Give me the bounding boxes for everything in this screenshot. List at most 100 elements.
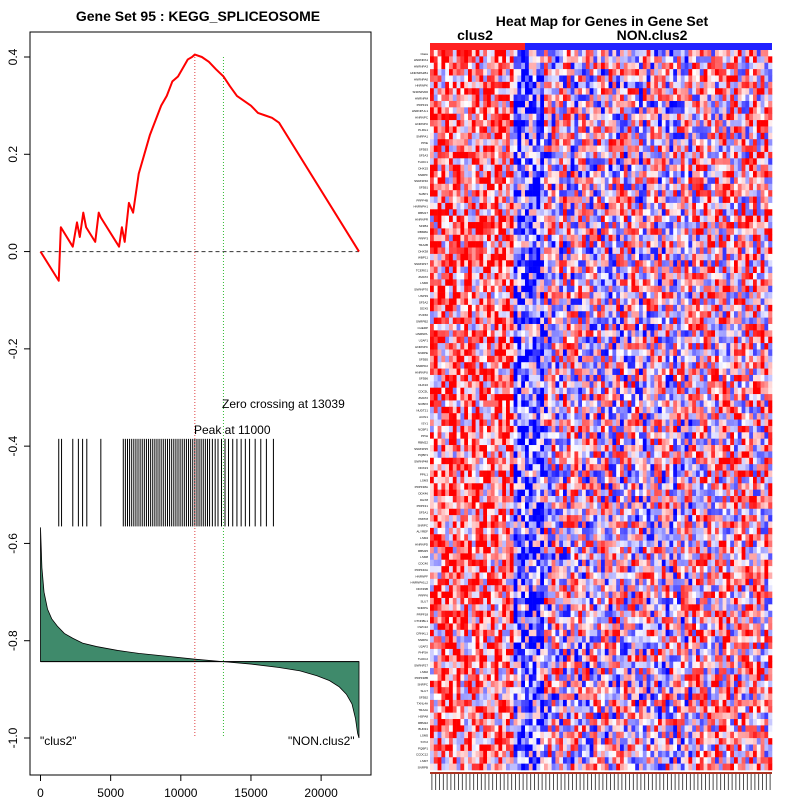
heat-cell bbox=[582, 177, 586, 184]
heat-cell bbox=[658, 381, 662, 388]
heat-cell bbox=[472, 82, 476, 89]
heat-cell bbox=[666, 286, 670, 293]
heat-cell bbox=[578, 146, 582, 153]
heat-cell bbox=[464, 330, 468, 337]
heat-cell bbox=[578, 190, 582, 197]
heat-cell bbox=[517, 369, 521, 376]
heat-cell bbox=[726, 279, 730, 286]
heat-cell bbox=[704, 260, 708, 267]
heat-cell bbox=[688, 209, 692, 216]
heat-cell bbox=[472, 139, 476, 146]
heat-cell bbox=[495, 343, 499, 350]
heat-cell bbox=[635, 260, 639, 267]
heat-cell bbox=[597, 286, 601, 293]
heat-cell bbox=[460, 381, 464, 388]
heat-cell bbox=[749, 88, 753, 95]
heat-cell bbox=[593, 235, 597, 242]
heat-cell bbox=[479, 356, 483, 363]
heat-cell bbox=[445, 177, 449, 184]
heat-cell bbox=[559, 120, 563, 127]
heat-cell bbox=[567, 101, 571, 108]
heat-cell bbox=[654, 241, 658, 248]
heat-cell bbox=[609, 254, 613, 261]
heat-cell bbox=[548, 126, 552, 133]
heat-cell bbox=[631, 260, 635, 267]
heat-cell bbox=[514, 292, 518, 299]
heat-cell bbox=[544, 133, 548, 140]
heat-cell bbox=[567, 56, 571, 63]
heat-cell bbox=[749, 273, 753, 280]
heat-cell bbox=[669, 267, 673, 274]
heat-cell bbox=[533, 101, 537, 108]
heat-cell bbox=[624, 235, 628, 242]
heat-cell bbox=[555, 235, 559, 242]
heat-cell bbox=[487, 165, 491, 172]
heat-cell bbox=[643, 222, 647, 229]
heat-cell bbox=[449, 241, 453, 248]
heat-cell bbox=[453, 177, 457, 184]
heat-cell bbox=[578, 286, 582, 293]
heat-cell bbox=[726, 171, 730, 178]
heat-cell bbox=[730, 146, 734, 153]
heat-cell bbox=[734, 349, 738, 356]
heat-cell bbox=[593, 50, 597, 57]
heat-cell bbox=[476, 235, 480, 242]
heat-cell bbox=[726, 260, 730, 267]
heat-cell bbox=[540, 369, 544, 376]
heat-cell bbox=[685, 343, 689, 350]
heat-cell bbox=[658, 248, 662, 255]
heat-cell bbox=[692, 95, 696, 102]
heat-cell bbox=[502, 235, 506, 242]
heat-cell bbox=[647, 381, 651, 388]
heat-cell bbox=[734, 375, 738, 382]
heat-cell bbox=[498, 120, 502, 127]
heat-cell bbox=[574, 381, 578, 388]
heat-cell bbox=[593, 324, 597, 331]
heat-cell bbox=[742, 279, 746, 286]
heat-cell bbox=[544, 388, 548, 395]
heat-cell bbox=[460, 324, 464, 331]
heat-cell bbox=[761, 190, 765, 197]
heat-cell bbox=[685, 56, 689, 63]
heat-cell bbox=[563, 209, 567, 216]
heat-cell bbox=[681, 120, 685, 127]
heat-cell bbox=[761, 318, 765, 325]
heat-cell bbox=[498, 388, 502, 395]
heat-cell bbox=[438, 235, 442, 242]
heat-cell bbox=[525, 311, 529, 318]
heat-cell bbox=[529, 241, 533, 248]
heat-cell bbox=[601, 114, 605, 121]
heat-cell bbox=[677, 375, 681, 382]
heat-cell bbox=[487, 75, 491, 82]
heat-cell bbox=[593, 305, 597, 312]
heat-cell bbox=[525, 95, 529, 102]
heat-cell bbox=[647, 165, 651, 172]
heat-cell bbox=[753, 311, 757, 318]
heat-cell bbox=[563, 56, 567, 63]
heat-cell bbox=[555, 279, 559, 286]
heat-cell bbox=[521, 209, 525, 216]
heat-cell bbox=[715, 324, 719, 331]
heat-cell bbox=[628, 82, 632, 89]
heat-cell bbox=[498, 95, 502, 102]
heat-cell bbox=[757, 330, 761, 337]
heat-cell bbox=[719, 369, 723, 376]
heat-cell bbox=[514, 75, 518, 82]
heat-cell bbox=[685, 362, 689, 369]
heat-cell bbox=[525, 381, 529, 388]
heat-cell bbox=[677, 75, 681, 82]
heat-cell bbox=[647, 305, 651, 312]
heat-cell bbox=[605, 375, 609, 382]
heat-cell bbox=[635, 63, 639, 70]
heat-cell bbox=[673, 260, 677, 267]
heat-cell bbox=[563, 318, 567, 325]
heat-cell bbox=[498, 203, 502, 210]
heat-cell bbox=[548, 203, 552, 210]
heat-cell bbox=[472, 101, 476, 108]
heat-cell bbox=[521, 343, 525, 350]
heat-cell bbox=[468, 241, 472, 248]
heat-cell bbox=[434, 273, 438, 280]
heat-cell bbox=[438, 101, 442, 108]
heat-cell bbox=[445, 254, 449, 261]
heat-cell bbox=[555, 356, 559, 363]
